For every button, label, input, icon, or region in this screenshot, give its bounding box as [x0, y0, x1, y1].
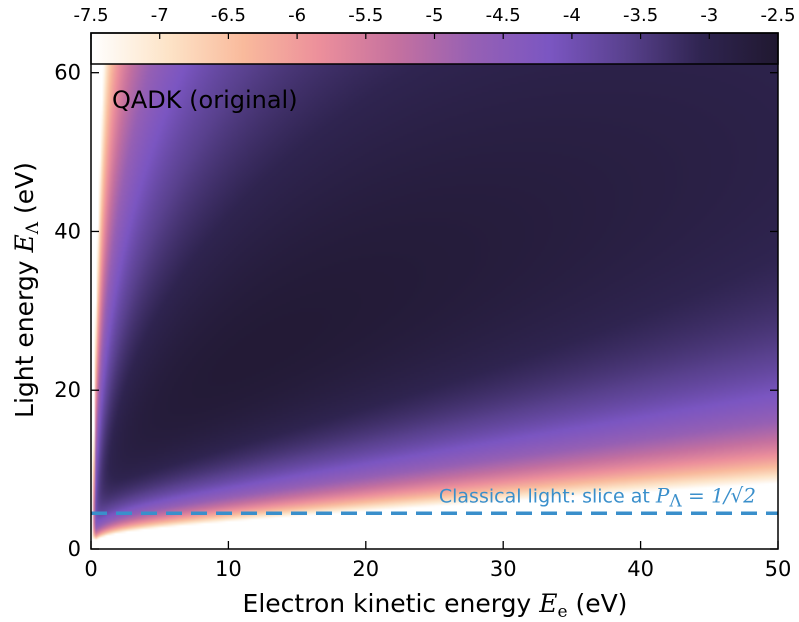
x-tick-label: 30 — [490, 557, 517, 581]
x-tick-label: 10 — [215, 557, 242, 581]
colorbar-tick-label: -3 — [700, 5, 718, 26]
classical-slice-label: Classical light: slice at PΛ = 1/√2 — [439, 483, 756, 511]
x-label-symbol: E — [538, 589, 557, 618]
x-tick-label: 40 — [627, 557, 654, 581]
y-label-subscript: Λ — [23, 221, 43, 235]
colorbar-tick-label: -7.5 — [73, 5, 108, 26]
slice-label-subscript: Λ — [668, 491, 682, 511]
colorbar-tick-label: -5 — [426, 5, 444, 26]
colorbar-tick-label: -4.5 — [486, 5, 521, 26]
colorbar-ticks: -7.5 -7 -6.5 -6 -5.5 -5 -4.5 -4 -3.5 -3 -2.5 — [73, 5, 796, 39]
colorbar-tick-label: -4 — [563, 5, 581, 26]
y-axis-label: Light energy EΛ (eV) — [10, 162, 43, 418]
x-tick-label: 20 — [352, 557, 379, 581]
slice-label-symbol: P — [655, 483, 670, 507]
y-label-symbol: E — [10, 234, 39, 253]
slice-label-math: = 1/√2 — [682, 483, 756, 507]
colorbar: -7.5 -7 -6.5 -6 -5.5 -5 -4.5 -4 -3.5 -3 -2.5 — [73, 5, 796, 65]
plot-frame — [90, 32, 779, 550]
y-label-suffix: (eV) — [10, 162, 39, 222]
heatmap — [91, 33, 778, 549]
colorbar-tick-label: -3.5 — [623, 5, 658, 26]
model-annotation: QADK (original) — [112, 86, 298, 114]
x-label-suffix: (eV) — [568, 589, 628, 618]
x-tick-label: 0 — [84, 557, 97, 581]
colorbar-tick-label: -6.5 — [211, 5, 246, 26]
y-tick-label: 20 — [54, 378, 81, 402]
y-tick-label: 40 — [54, 219, 81, 243]
colorbar-tick-label: -7 — [151, 5, 169, 26]
x-label-subscript: e — [557, 602, 567, 622]
colorbar-tick-label: -6 — [288, 5, 306, 26]
x-axis-label: Electron kinetic energy Ee (eV) — [243, 589, 628, 622]
colorbar-tick-label: -5.5 — [348, 5, 383, 26]
x-tick-label: 50 — [765, 557, 792, 581]
slice-label-text: Classical light: slice at — [439, 485, 656, 507]
y-label-prefix: Light energy — [10, 253, 39, 418]
y-tick-label: 60 — [54, 61, 81, 85]
x-label-prefix: Electron kinetic energy — [243, 589, 540, 618]
colorbar-tick-label: -2.5 — [760, 5, 795, 26]
y-tick-label: 0 — [68, 537, 81, 561]
x-axis-ticks: 0 10 20 30 40 50 — [84, 541, 791, 581]
y-axis-ticks: 0 20 40 60 — [54, 61, 778, 561]
